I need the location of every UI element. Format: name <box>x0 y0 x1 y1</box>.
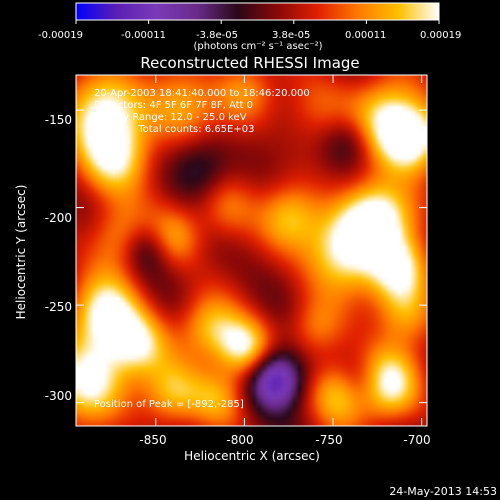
plot-frame <box>75 74 428 427</box>
colorbar: -0.00019 -0.00011 -3.8e-05 3.8e-05 0.000… <box>38 2 461 52</box>
annotation-energy-range: Energy Range: 12.0 - 25.0 keV <box>94 112 247 123</box>
y-tick-label-2: -200 <box>45 211 72 225</box>
colorbar-unit-label: (photons cm⁻² s⁻¹ asec⁻²) <box>193 41 322 52</box>
y-tick-label-3: -150 <box>45 113 72 127</box>
x-tick-label-2: -750 <box>315 433 342 447</box>
footer-timestamp: 24-May-2013 14:53 <box>389 485 497 498</box>
annotation-block: 20-Apr-2003 18:41:40.000 to 18:46:20.000… <box>94 88 310 135</box>
peak-position-label: Position of Peak = [-892,-285] <box>94 399 244 410</box>
colorbar-tick-label-3: 3.8e-05 <box>272 30 310 41</box>
annotation-time-range: 20-Apr-2003 18:41:40.000 to 18:46:20.000 <box>94 88 310 99</box>
heatmap-image <box>75 74 428 427</box>
colorbar-ticks <box>75 20 440 24</box>
y-axis-label: Heliocentric Y (arcsec) <box>14 185 28 320</box>
x-tick-label-0: -850 <box>139 433 166 447</box>
colorbar-tick-label-0: -0.00019 <box>38 30 83 41</box>
annotation-detectors: Detectors: 4F 5F 6F 7F 8F, Att 0 <box>94 100 253 111</box>
annotation-clean-counts: Clean Total counts: 6.65E+03 <box>94 124 254 135</box>
colorbar-tick-label-5: 0.00019 <box>420 30 461 41</box>
colorbar-tick-label-4: 0.00011 <box>345 30 386 41</box>
heatmap-raster <box>76 75 427 426</box>
colorbar-tick-label-2: -3.8e-05 <box>196 30 238 41</box>
x-tick-label-1: -800 <box>226 433 253 447</box>
axis-ticks <box>76 75 427 426</box>
x-axis-label: Heliocentric X (arcsec) <box>184 449 320 463</box>
colorbar-tick-label-1: -0.00011 <box>121 30 166 41</box>
chart-title: Reconstructed RHESSI Image <box>140 54 359 72</box>
colorbar-gradient <box>76 3 439 20</box>
y-tick-label-1: -250 <box>45 300 72 314</box>
x-tick-label-3: -700 <box>403 433 430 447</box>
colorbar-frame <box>75 2 440 21</box>
y-tick-label-0: -300 <box>45 389 72 403</box>
